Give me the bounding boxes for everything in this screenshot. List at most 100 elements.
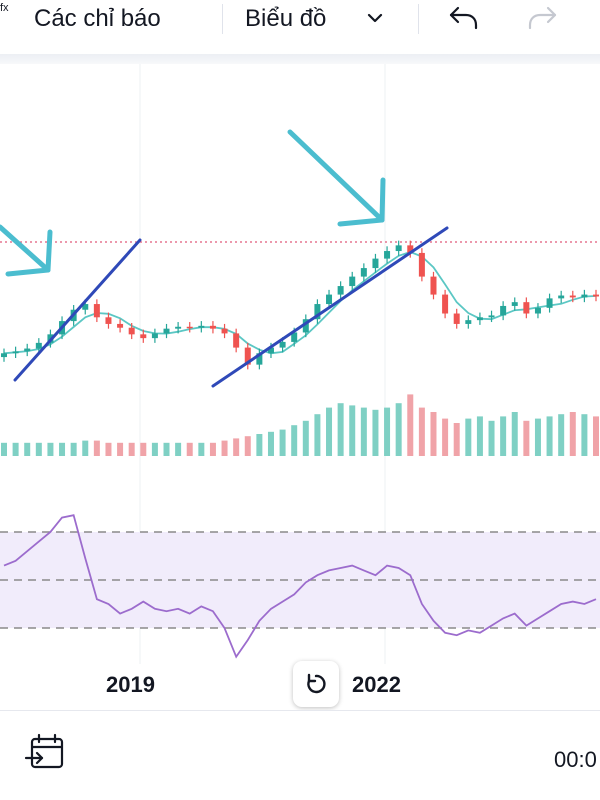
volume-bar (59, 442, 66, 456)
volume-bar (314, 414, 321, 456)
volume-bar (233, 438, 240, 456)
volume-bar (244, 436, 251, 456)
goto-date-button[interactable] (24, 731, 72, 779)
volume-bar (82, 440, 89, 456)
candle-body (24, 348, 31, 352)
candle-body (453, 313, 460, 324)
candle-body (163, 328, 170, 334)
volume-bar (418, 407, 425, 456)
arrow-annotation[interactable] (287, 129, 386, 227)
volume-bar (523, 420, 530, 456)
volume-bar (1, 442, 7, 456)
volume-bar (569, 412, 576, 456)
candle-body (256, 353, 263, 365)
volume-bar (163, 442, 170, 456)
volume-bar (128, 442, 135, 456)
reset-chart-button[interactable] (293, 661, 339, 707)
volume-bar (302, 420, 309, 456)
candle-body (465, 320, 472, 324)
trend-line[interactable] (211, 226, 449, 388)
reset-icon (307, 673, 326, 694)
volume-bar (35, 442, 42, 456)
volume-bar (105, 442, 112, 456)
candle-body (267, 347, 274, 354)
candle-body (337, 286, 344, 295)
calendar-goto-icon (24, 733, 64, 769)
candle-body (442, 294, 449, 314)
candle-body (534, 307, 541, 314)
volume-bar (221, 440, 228, 456)
indicators-button[interactable]: fx Các chỉ báo (0, 0, 215, 40)
volume-bar (372, 409, 379, 456)
rsi-pane (0, 514, 600, 659)
volume-bar (453, 423, 460, 456)
volume-bar (12, 442, 19, 456)
volume-bar (581, 414, 588, 456)
redo-icon (528, 6, 557, 30)
volume-bar (558, 414, 565, 456)
volume-bar (175, 442, 182, 456)
candle-body (233, 333, 240, 348)
arrow-annotation[interactable] (0, 224, 53, 277)
volume-bar (186, 442, 193, 456)
volume-bar (117, 442, 124, 456)
candle-body (151, 333, 158, 339)
volume-bar (209, 442, 216, 456)
chart-type-dropdown[interactable]: Biểu đồ (237, 0, 397, 40)
candle-body (128, 327, 135, 335)
candle-body (407, 245, 414, 253)
chart-svg[interactable] (0, 64, 600, 710)
candle-body (430, 276, 437, 295)
undo-icon (449, 6, 478, 30)
candle-body (302, 319, 309, 333)
candle-body (349, 276, 356, 287)
candle-body (558, 295, 565, 299)
volume-bar (407, 394, 414, 456)
candle-body (500, 305, 507, 316)
trend-line[interactable] (13, 238, 142, 382)
volume-bar (337, 403, 344, 456)
volume-bar (465, 418, 472, 456)
toolbar-separator (0, 54, 600, 64)
candle-body (12, 351, 19, 354)
candle-body (35, 342, 42, 349)
x-axis-tick-label: 2019 (106, 672, 155, 697)
chart-canvas[interactable]: 2019 2022 (0, 64, 600, 710)
candle-body (82, 304, 89, 310)
time-readout: 00:0 (554, 747, 597, 772)
redo-button[interactable] (518, 0, 568, 40)
indicators-label: Các chỉ báo (34, 5, 161, 32)
candle-body (314, 304, 321, 320)
toolbar-divider (222, 4, 223, 34)
volume-bar (511, 412, 518, 456)
volume-bar (198, 442, 205, 456)
price-pane (1, 240, 599, 370)
volume-bar (349, 405, 356, 456)
candle-body (175, 326, 182, 329)
volume-bar (140, 442, 147, 456)
bottom-toolbar: 00:0 (0, 710, 600, 800)
candle-body (244, 347, 251, 365)
volume-bar (384, 407, 391, 456)
candle-body (186, 326, 193, 329)
volume-bar (500, 416, 507, 456)
volume-bar (534, 418, 541, 456)
candle-body (117, 323, 124, 328)
volume-pane (1, 394, 599, 456)
volume-bar (151, 442, 158, 456)
x-axis-tick-label: 2022 (352, 672, 401, 697)
candle-body (523, 302, 530, 314)
volume-bar (546, 416, 553, 456)
volume-bar (256, 434, 263, 456)
volume-bar (360, 407, 367, 456)
candle-body (546, 298, 553, 308)
undo-button[interactable] (438, 0, 488, 40)
volume-bar (476, 416, 483, 456)
candle-body (291, 332, 298, 342)
volume-bar (326, 407, 333, 456)
volume-bar (279, 429, 286, 456)
candle-body (221, 328, 228, 334)
candle-body (279, 341, 286, 348)
fx-indicator-icon: fx (0, 2, 9, 14)
drawing-layer[interactable] (0, 129, 449, 388)
